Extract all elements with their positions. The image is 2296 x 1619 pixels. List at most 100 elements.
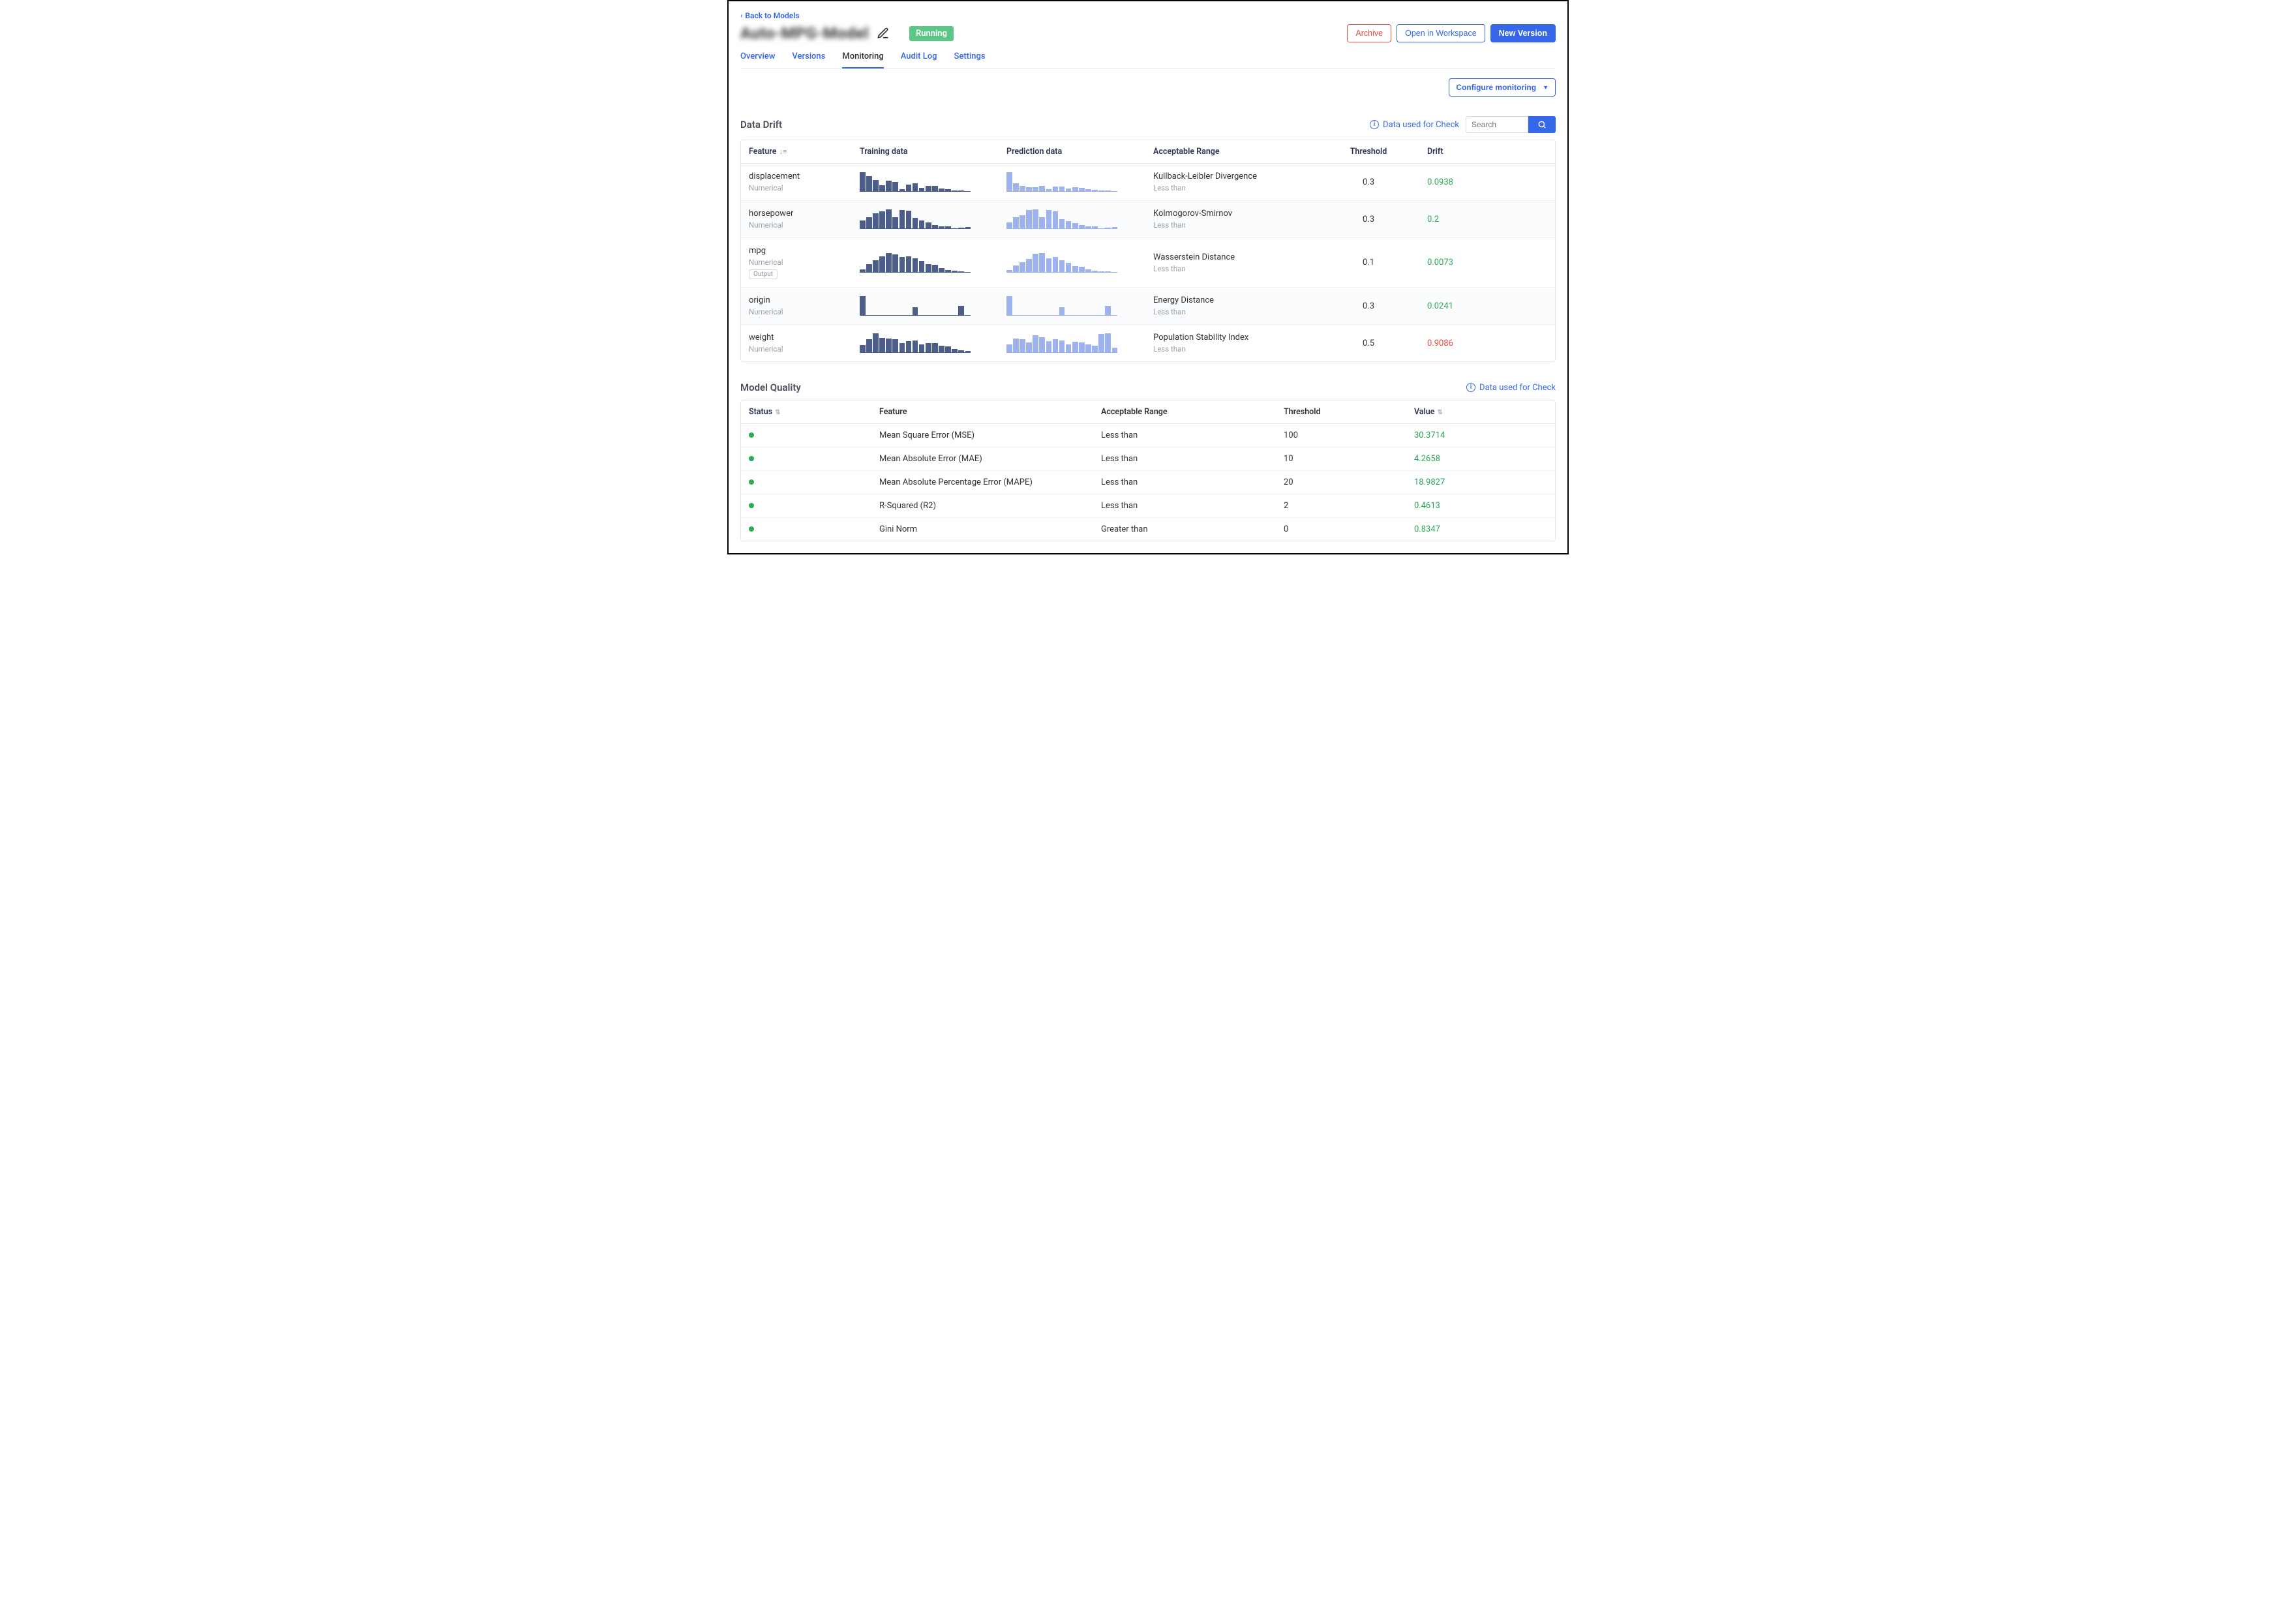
- prediction-spark-cell: [1006, 253, 1153, 273]
- tabs: Overview Versions Monitoring Audit Log S…: [740, 52, 1556, 69]
- drift-col-training[interactable]: Training data: [860, 147, 1006, 157]
- quality-col-feature[interactable]: Feature: [879, 407, 1101, 417]
- training-spark-cell: [860, 172, 1006, 192]
- tab-versions[interactable]: Versions: [792, 52, 825, 68]
- table-row[interactable]: horsepowerNumericalKolmogorov-SmirnovLes…: [741, 201, 1555, 238]
- sparkline: [860, 209, 971, 229]
- drift-data-used-link[interactable]: i Data used for Check: [1370, 120, 1459, 130]
- status-dot-icon: [749, 526, 754, 532]
- quality-table: Status⇅ Feature Acceptable Range Thresho…: [740, 400, 1556, 541]
- tab-monitoring[interactable]: Monitoring: [842, 52, 883, 68]
- quality-col-status[interactable]: Status⇅: [749, 407, 879, 417]
- sort-caret-icon: ⇅: [775, 409, 780, 416]
- feature-cell: weightNumerical: [749, 333, 860, 354]
- value-cell: 18.9827: [1414, 477, 1547, 487]
- drift-col-range[interactable]: Acceptable Range: [1153, 147, 1323, 157]
- tab-settings[interactable]: Settings: [954, 52, 985, 68]
- table-row[interactable]: originNumericalEnergy DistanceLess than0…: [741, 288, 1555, 325]
- sparkline: [1006, 253, 1117, 273]
- drift-value: 0.0241: [1414, 301, 1547, 311]
- threshold-cell: 2: [1284, 501, 1414, 511]
- quality-col-value[interactable]: Value⇅: [1414, 407, 1547, 417]
- threshold-cell: 0.1: [1323, 258, 1414, 267]
- title-row: Auto-MPG-Model Running Archive Open in W…: [740, 24, 1556, 42]
- title-left: Auto-MPG-Model Running: [740, 24, 954, 42]
- output-tag: Output: [749, 269, 778, 279]
- chevron-left-icon: ‹: [740, 11, 742, 20]
- tab-audit-log[interactable]: Audit Log: [901, 52, 937, 68]
- prediction-spark-cell: [1006, 172, 1153, 192]
- drift-table: Feature↓≡ Training data Prediction data …: [740, 140, 1556, 362]
- metric-name: Gini Norm: [879, 524, 1101, 534]
- table-row[interactable]: Mean Square Error (MSE)Less than10030.37…: [741, 424, 1555, 447]
- quality-data-used-link[interactable]: i Data used for Check: [1466, 383, 1556, 393]
- search-button[interactable]: [1528, 116, 1556, 133]
- drift-col-prediction[interactable]: Prediction data: [1006, 147, 1153, 157]
- table-row[interactable]: R-Squared (R2)Less than20.4613: [741, 494, 1555, 518]
- range-name: Population Stability Index: [1153, 333, 1323, 342]
- threshold-cell: 0.3: [1323, 301, 1414, 311]
- status-cell: [749, 501, 879, 511]
- drift-col-drift[interactable]: Drift: [1414, 147, 1547, 157]
- data-drift-section: Data Drift i Data used for Check Feature…: [740, 116, 1556, 362]
- sparkline: [860, 296, 971, 316]
- sparkline: [860, 253, 971, 273]
- open-workspace-button[interactable]: Open in Workspace: [1397, 24, 1485, 42]
- status-dot-icon: [749, 456, 754, 461]
- info-icon: i: [1370, 120, 1379, 129]
- sparkline: [860, 172, 971, 192]
- table-row[interactable]: Mean Absolute Error (MAE)Less than104.26…: [741, 447, 1555, 471]
- quality-col-range[interactable]: Acceptable Range: [1101, 407, 1284, 417]
- table-row[interactable]: displacementNumericalKullback-Leibler Di…: [741, 164, 1555, 201]
- range-name: Wasserstein Distance: [1153, 252, 1323, 262]
- drift-value: 0.9086: [1414, 339, 1547, 348]
- table-row[interactable]: Mean Absolute Percentage Error (MAPE)Les…: [741, 471, 1555, 494]
- training-spark-cell: [860, 209, 1006, 229]
- feature-name: mpg: [749, 246, 860, 256]
- search-wrap: [1466, 116, 1556, 133]
- threshold-cell: 0: [1284, 524, 1414, 534]
- training-spark-cell: [860, 253, 1006, 273]
- status-cell: [749, 454, 879, 464]
- range-cell: Less than: [1101, 477, 1284, 487]
- archive-button[interactable]: Archive: [1347, 24, 1391, 42]
- drift-data-used-label: Data used for Check: [1383, 120, 1459, 130]
- tab-overview[interactable]: Overview: [740, 52, 775, 68]
- search-input[interactable]: [1466, 116, 1528, 133]
- drift-col-feature[interactable]: Feature↓≡: [749, 147, 860, 157]
- range-sub: Less than: [1153, 220, 1323, 230]
- new-version-button[interactable]: New Version: [1490, 24, 1556, 42]
- range-name: Energy Distance: [1153, 295, 1323, 305]
- range-sub: Less than: [1153, 264, 1323, 273]
- table-row[interactable]: weightNumerical Population Stability Inde…: [741, 325, 1555, 361]
- feature-type: Numerical: [749, 183, 860, 192]
- table-row[interactable]: mpg Numerical Output Wasserstein Distance Le…: [741, 238, 1555, 288]
- table-row[interactable]: Gini NormGreater than00.8347: [741, 518, 1555, 541]
- quality-col-threshold[interactable]: Threshold: [1284, 407, 1414, 417]
- configure-label: Configure monitoring: [1456, 83, 1536, 92]
- header-buttons: Archive Open in Workspace New Version: [1347, 24, 1556, 42]
- feature-cell: originNumerical: [749, 295, 860, 316]
- quality-title: Model Quality: [740, 382, 801, 393]
- drift-value: 0.2: [1414, 215, 1547, 224]
- quality-data-used-label: Data used for Check: [1479, 383, 1556, 393]
- drift-col-threshold[interactable]: Threshold: [1323, 147, 1414, 157]
- back-to-models-link[interactable]: ‹ Back to Models: [740, 11, 800, 20]
- range-sub: Less than: [1153, 344, 1323, 354]
- quality-thead: Status⇅ Feature Acceptable Range Thresho…: [741, 401, 1555, 424]
- feature-name: weight: [749, 333, 860, 342]
- search-icon: [1537, 120, 1547, 129]
- configure-monitoring-button[interactable]: Configure monitoring ▼: [1449, 78, 1556, 97]
- feature-type: Numerical: [749, 258, 860, 267]
- sparkline: [1006, 209, 1117, 229]
- range-cell: Less than: [1101, 501, 1284, 511]
- metric-name: Mean Absolute Error (MAE): [879, 454, 1101, 464]
- feature-name: displacement: [749, 172, 860, 181]
- threshold-cell: 0.5: [1323, 339, 1414, 348]
- range-sub: Less than: [1153, 183, 1323, 192]
- threshold-cell: 100: [1284, 431, 1414, 440]
- feature-cell: horsepowerNumerical: [749, 209, 860, 230]
- status-dot-icon: [749, 432, 754, 438]
- edit-icon[interactable]: [877, 27, 890, 40]
- sparkline: [1006, 296, 1117, 316]
